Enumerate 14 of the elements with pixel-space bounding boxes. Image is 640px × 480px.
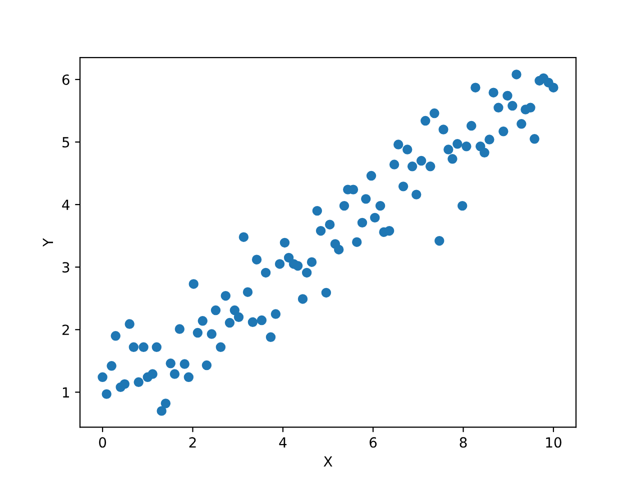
y-tick-label: 3: [62, 262, 70, 273]
x-tick-label: 8: [460, 437, 467, 448]
x-tick-label: 0: [99, 437, 106, 448]
x-tick-label: 4: [279, 437, 287, 448]
x-axis-title: X: [324, 456, 332, 466]
y-tick-label: 6: [62, 74, 70, 85]
y-tick-label: 1: [62, 387, 69, 398]
x-tick-label: 2: [189, 437, 196, 448]
y-tick-label: 5: [62, 137, 70, 148]
x-tick-label: 6: [370, 437, 377, 448]
x-tick-label: 10: [546, 437, 562, 448]
y-tick-label: 4: [62, 200, 70, 210]
y-tick-label: 2: [62, 324, 69, 335]
y-axis-title: Y: [42, 238, 53, 247]
